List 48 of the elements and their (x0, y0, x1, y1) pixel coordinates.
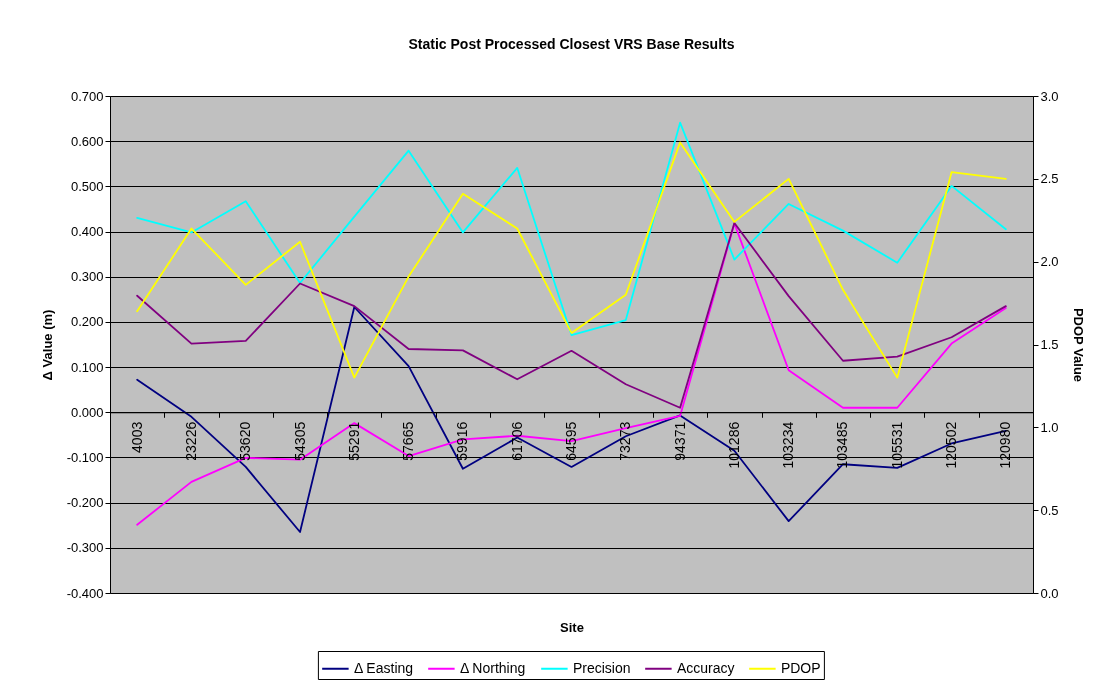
x-tick-label: 120502 (943, 421, 960, 469)
y-tick-label: 0.500 (70, 178, 104, 194)
y2-axis-title: PDOP Value (1070, 307, 1086, 383)
y-tick-label: -0.200 (66, 495, 104, 511)
x-tick-label: 4003 (128, 421, 145, 453)
x-tick-label: 53620 (237, 421, 254, 461)
y-tick-label: 0.400 (70, 224, 104, 240)
y-tick-label: -0.400 (66, 585, 104, 601)
x-tick-label: 54305 (291, 421, 308, 461)
x-tick-label: 59916 (454, 421, 471, 461)
x-tick-label: 94371 (671, 421, 688, 461)
y2-tick-label: 2.5 (1040, 171, 1059, 187)
y2-tick-label: 1.0 (1040, 419, 1059, 435)
legend-label: Δ Easting (353, 659, 414, 676)
line-series (136, 222, 1007, 409)
x-tick-label: 64595 (563, 421, 579, 461)
x-tick-label: 61706 (508, 421, 525, 461)
y-axis-title: Δ Value (m) (39, 309, 55, 381)
y-tick-label: -0.100 (66, 449, 104, 465)
y2-tick-label: 2.0 (1040, 254, 1059, 270)
x-tick-label: 55291 (345, 421, 362, 461)
legend-label: PDOP (780, 659, 821, 676)
y2-tick-label: 3.0 (1040, 88, 1059, 104)
y-tick-label: 0.300 (70, 269, 104, 285)
chart-title: Static Post Processed Closest VRS Base Results (408, 36, 735, 52)
y2-tick-label: 0.5 (1040, 502, 1059, 518)
line-series (136, 141, 1007, 379)
x-tick-label: 101286 (725, 421, 742, 469)
x-tick-label: 57665 (400, 421, 417, 461)
legend-label: Accuracy (676, 659, 735, 676)
y-tick-label: 0.000 (70, 404, 104, 420)
x-tick-label: 73273 (617, 421, 634, 461)
x-tick-label: 23226 (182, 421, 199, 461)
x-tick-label: 103234 (780, 421, 797, 469)
x-tick-label: 103485 (834, 421, 851, 469)
y2-tick-label: 1.5 (1040, 337, 1059, 352)
y-tick-label: 0.600 (70, 133, 104, 149)
y-tick-label: 0.700 (70, 88, 104, 104)
line-series (136, 121, 1007, 336)
y-tick-label: -0.300 (66, 540, 104, 556)
x-axis-title: Site (560, 619, 584, 635)
x-tick-label: 120980 (997, 421, 1014, 469)
legend-label: Precision (572, 659, 631, 676)
y-tick-label: 0.100 (70, 359, 104, 375)
legend-label: Δ Northing (459, 659, 526, 676)
y2-tick-label: 0.0 (1040, 585, 1059, 601)
x-tick-label: 105531 (888, 421, 905, 469)
y-tick-label: 0.200 (70, 314, 104, 330)
